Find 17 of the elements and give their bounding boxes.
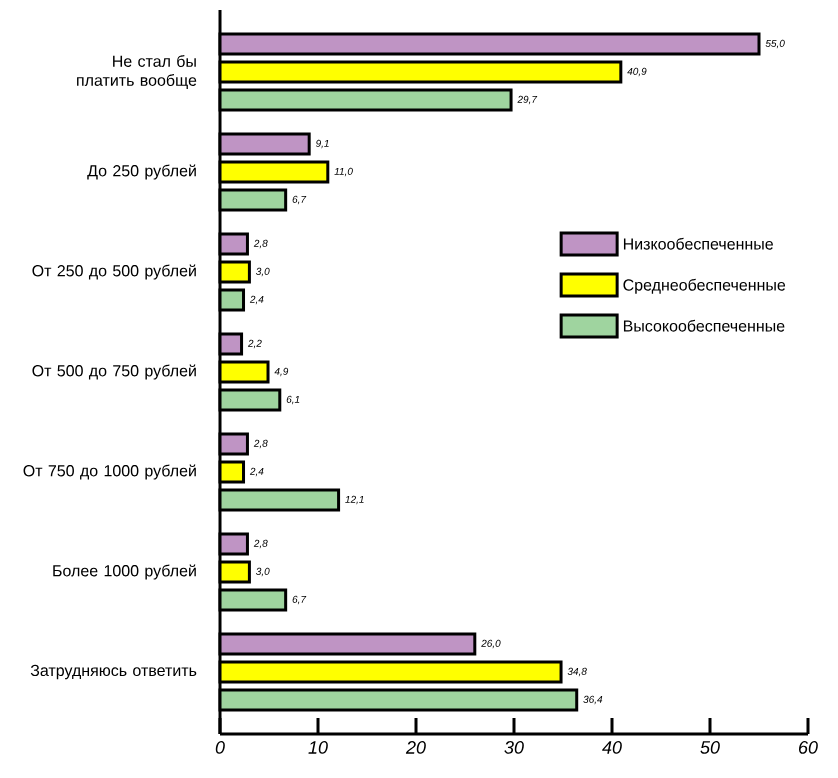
y-tick-label: Не стал бы платить вообще — [77, 55, 197, 89]
legend-label: Высокообеспеченные — [623, 319, 785, 332]
y-tick-label: Затрудняюсь ответить — [30, 664, 197, 680]
x-tick-label: 50 — [700, 741, 720, 754]
y-tick-label: От 750 до 1000 рублей — [23, 464, 196, 480]
y-tick-label: Более 1000 рублей — [53, 564, 196, 580]
y-tick-label: От 500 до 750 рублей — [32, 364, 196, 380]
x-tick-label: 60 — [798, 741, 818, 754]
legend-label: Низкообеспеченные — [623, 237, 773, 250]
y-tick-label: От 250 до 500 рублей — [32, 264, 196, 280]
x-tick-label: 10 — [308, 741, 328, 754]
x-tick-label: 20 — [405, 741, 426, 754]
y-tick-label: До 250 рублей — [87, 164, 196, 180]
x-tick-label: 0 — [215, 741, 225, 754]
legend-label: Среднеобеспеченные — [623, 278, 786, 294]
x-tick-label: 40 — [602, 741, 622, 754]
x-tick-label: 30 — [504, 741, 524, 754]
